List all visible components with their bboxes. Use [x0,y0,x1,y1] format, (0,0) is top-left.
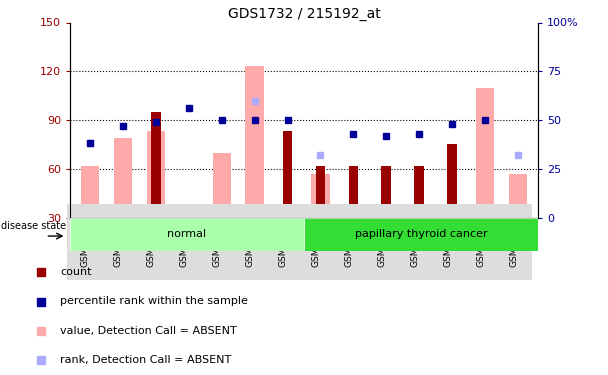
Bar [151,112,161,218]
Text: GSM85225: GSM85225 [410,218,420,267]
Bar [311,174,330,217]
Text: GSM85218: GSM85218 [179,218,188,267]
Text: GSM85215: GSM85215 [81,218,90,267]
Text: GSM85226: GSM85226 [443,218,452,267]
Text: percentile rank within the sample: percentile rank within the sample [61,297,249,306]
Text: disease state: disease state [1,221,66,231]
Bar [147,131,165,218]
Bar [316,165,325,218]
Text: normal: normal [167,230,207,239]
Text: count: count [61,267,92,278]
Text: GSM85217: GSM85217 [147,218,156,267]
Text: papillary thyroid cancer: papillary thyroid cancer [354,230,488,239]
Text: GSM85222: GSM85222 [311,218,320,267]
Text: GSM85224: GSM85224 [378,218,387,267]
Text: value, Detection Call = ABSENT: value, Detection Call = ABSENT [61,326,237,336]
Text: GSM85220: GSM85220 [246,218,255,267]
Bar [114,138,132,218]
Bar [510,174,527,217]
Bar [476,87,494,218]
Bar [283,131,292,218]
Bar [246,66,264,218]
Text: rank, Detection Call = ABSENT: rank, Detection Call = ABSENT [61,355,232,364]
Bar [81,165,98,218]
Bar [348,165,358,218]
Bar [213,153,230,218]
Title: GDS1732 / 215192_at: GDS1732 / 215192_at [227,8,381,21]
Text: GSM85228: GSM85228 [510,218,518,267]
Text: GSM85227: GSM85227 [476,218,485,267]
Text: GSM85221: GSM85221 [278,218,288,267]
Text: GSM85216: GSM85216 [114,218,123,267]
Text: GSM85223: GSM85223 [345,218,353,267]
Text: GSM85219: GSM85219 [213,218,221,267]
Bar [304,217,538,251]
Bar [381,165,392,218]
Bar [447,144,457,218]
Bar [70,217,304,251]
Bar [415,165,424,218]
